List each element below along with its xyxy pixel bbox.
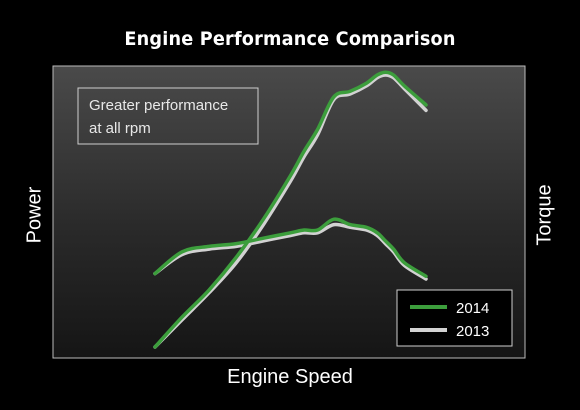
series-2013-torque-line <box>153 222 428 281</box>
series-2014-torque-line <box>153 217 428 279</box>
legend-label-2013: 2013 <box>456 323 489 340</box>
series-2014-power-line <box>153 70 428 349</box>
annotation-line-2: at all rpm <box>89 120 151 137</box>
legend-box <box>396 289 513 347</box>
series-layer <box>153 70 428 349</box>
legend-label-2014: 2014 <box>456 300 489 317</box>
annotation-line-1: Greater performance <box>89 97 228 114</box>
legend: 2014 2013 <box>396 289 513 347</box>
chart-title: Engine Performance Comparison <box>124 28 456 50</box>
x-axis-label: Engine Speed <box>227 366 353 388</box>
annotation-box: Greater performance at all rpm <box>77 87 259 145</box>
